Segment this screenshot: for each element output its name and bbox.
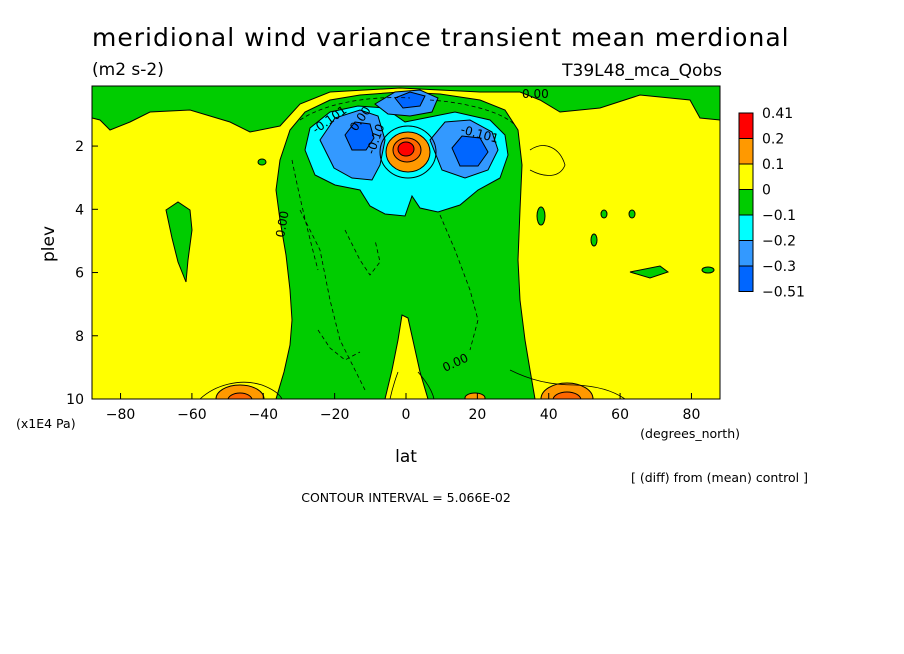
x-axis-ticks: −80 −60 −40 −20 0 20 40 60 80: [106, 393, 701, 423]
contour-interval: CONTOUR INTERVAL = 5.066E-02: [301, 490, 511, 505]
colorbar-label: 0.1: [762, 157, 784, 173]
dashed-contours: [291, 97, 516, 391]
diff-note: [ (diff) from (mean) control ]: [631, 470, 808, 485]
colorbar-label: −0.51: [762, 285, 805, 301]
contour-label-left: 0.00: [273, 210, 291, 239]
orange-blob-small: [464, 392, 486, 399]
green-speck-7: [257, 158, 267, 166]
x-tick-label: 80: [683, 407, 701, 423]
colorbar-label: −0.2: [762, 234, 796, 250]
blue-region-top: [394, 91, 426, 109]
x-tick-label: 0: [402, 407, 411, 423]
blue-region-right: [451, 135, 489, 167]
y-axis-ticks: 2 4 6 8 10: [66, 139, 98, 408]
y-axis-label: plev: [39, 226, 59, 262]
darkorange-blob-left: [227, 392, 253, 399]
x-tick-label: −60: [177, 407, 207, 423]
y-tick-label: 10: [66, 392, 84, 408]
green-speck-2: [590, 233, 598, 247]
x-axis-label: lat: [395, 447, 417, 467]
colorbar-swatch: [738, 112, 754, 139]
x-tick-label: 60: [611, 407, 629, 423]
contour-label-top: 0.00: [522, 87, 549, 101]
chart-title: meridional wind variance transient mean …: [92, 23, 790, 52]
colorbar: 0.41 0.2 0.1 0 −0.1 −0.2 −0.3 −0.51: [738, 106, 805, 301]
y-tick-label: 4: [75, 202, 84, 218]
colorbar-swatch: [738, 189, 754, 216]
colorbar-swatch: [738, 163, 754, 190]
colorbar-swatch: [738, 138, 754, 165]
green-speck-5: [629, 265, 670, 279]
x-tick-label: −40: [248, 407, 278, 423]
blue-region-left: [344, 121, 375, 151]
green-speck-1: [536, 206, 546, 226]
orange-blob-right: [540, 382, 594, 399]
colorbar-label: 0: [762, 183, 771, 199]
green-speck-6: [701, 266, 715, 274]
x-axis-units: (degrees_north): [640, 426, 740, 441]
darkorange-blob-right: [552, 391, 582, 399]
colorbar-swatch: [738, 214, 754, 241]
plot-area: [92, 86, 720, 399]
green-speck-4: [628, 209, 636, 219]
colorbar-swatch: [738, 240, 754, 267]
y-tick-label: 2: [75, 139, 84, 155]
colorbar-label: −0.1: [762, 208, 796, 224]
colorbar-label: 0.2: [762, 132, 784, 148]
green-patch-left: [165, 201, 193, 283]
green-speck-3: [600, 209, 608, 219]
solid-contours: [199, 145, 626, 399]
run-label: T39L48_mca_Qobs: [561, 61, 722, 81]
colorbar-label: −0.3: [762, 259, 796, 275]
green-region-top: [92, 86, 720, 133]
x-tick-label: 40: [540, 407, 558, 423]
orange-blob-left: [215, 384, 265, 399]
units-label: (m2 s-2): [92, 60, 164, 80]
y-tick-label: 8: [75, 329, 84, 345]
x-tick-label: −80: [106, 407, 136, 423]
x-tick-label: −20: [320, 407, 350, 423]
yellow-ring: [379, 125, 437, 179]
colorbar-swatch: [738, 265, 754, 292]
x-tick-label: 20: [468, 407, 486, 423]
colorbar-label: 0.41: [762, 106, 793, 122]
y-tick-label: 6: [75, 266, 84, 282]
red-max: [397, 141, 415, 157]
y-axis-units: (x1E4 Pa): [16, 416, 76, 431]
